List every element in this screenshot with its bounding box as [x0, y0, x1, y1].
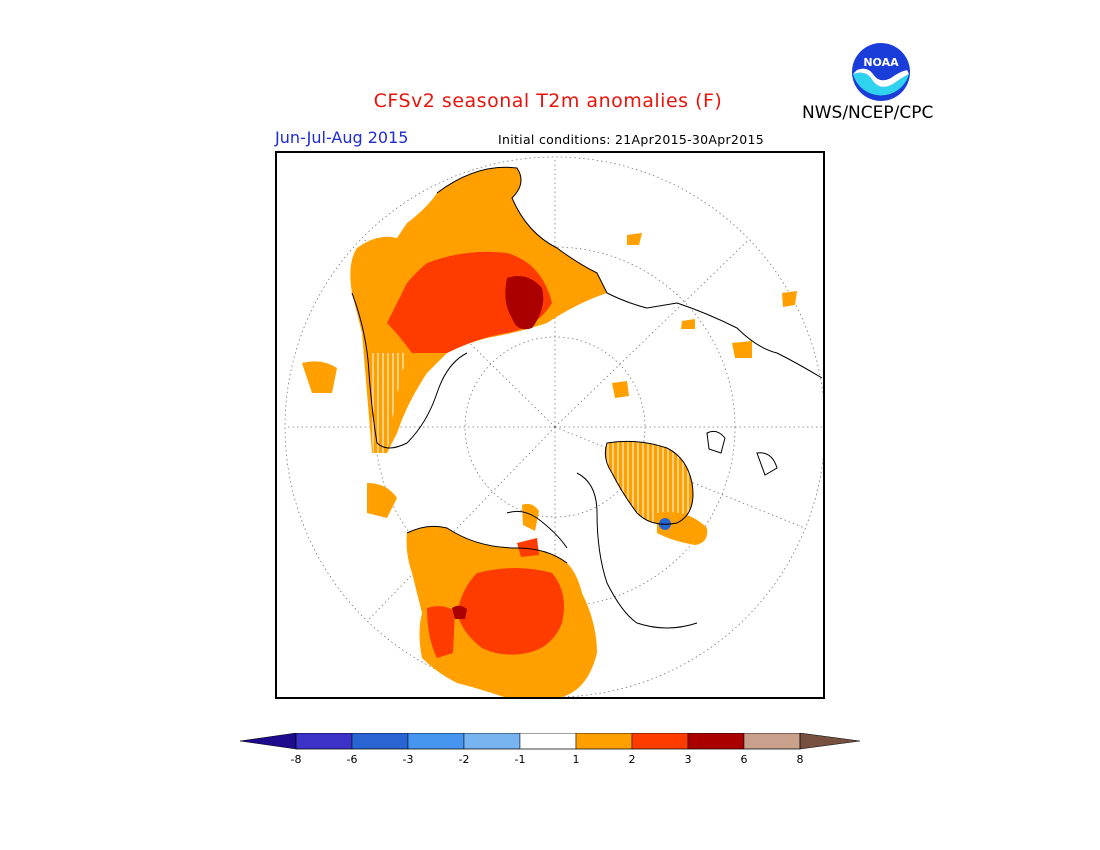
colorbar-segment — [463, 733, 521, 750]
colorbar-segment — [743, 733, 801, 750]
anomaly-greenland — [605, 441, 708, 545]
anomaly-north-america — [367, 483, 597, 697]
coastlines — [351, 166, 823, 629]
colorbar-segment — [687, 733, 745, 750]
colorbar-segment — [407, 733, 465, 750]
colorbar-segment — [295, 733, 353, 750]
map-frame — [275, 151, 825, 699]
colorbar-tick-label: 6 — [740, 753, 748, 766]
colorbar-tick-label: 2 — [628, 753, 636, 766]
colorbar-tick-label: -6 — [346, 753, 358, 766]
polar-map — [284, 156, 823, 697]
colorbar-segment — [631, 733, 689, 750]
colorbar-tick-label: 3 — [684, 753, 692, 766]
colorbar-segment — [351, 733, 409, 750]
colorbar — [240, 733, 860, 750]
colorbar-segment — [575, 733, 633, 750]
initial-conditions: Initial conditions: 21Apr2015-30Apr2015 — [498, 132, 764, 147]
colorbar-tick-label: -3 — [402, 753, 414, 766]
colorbar-tick-label: -8 — [290, 753, 302, 766]
noaa-logo: NOAA — [850, 41, 912, 103]
colorbar-arrow-high — [799, 733, 860, 750]
colorbar-tick-label: -1 — [514, 753, 526, 766]
agency-label: NWS/NCEP/CPC — [802, 103, 934, 123]
noaa-logo-text: NOAA — [863, 56, 899, 69]
chart-title: CFSv2 seasonal T2m anomalies (F) — [373, 90, 723, 112]
colorbar-arrow-low — [240, 733, 297, 750]
anomaly-eurasia — [302, 167, 797, 453]
colorbar-segments — [240, 733, 860, 750]
colorbar-tick-label: 1 — [572, 753, 580, 766]
forecast-period: Jun-Jul-Aug 2015 — [275, 128, 409, 147]
colorbar-tick-label: 8 — [796, 753, 804, 766]
colorbar-segment — [519, 733, 577, 750]
colorbar-tick-label: -2 — [458, 753, 470, 766]
